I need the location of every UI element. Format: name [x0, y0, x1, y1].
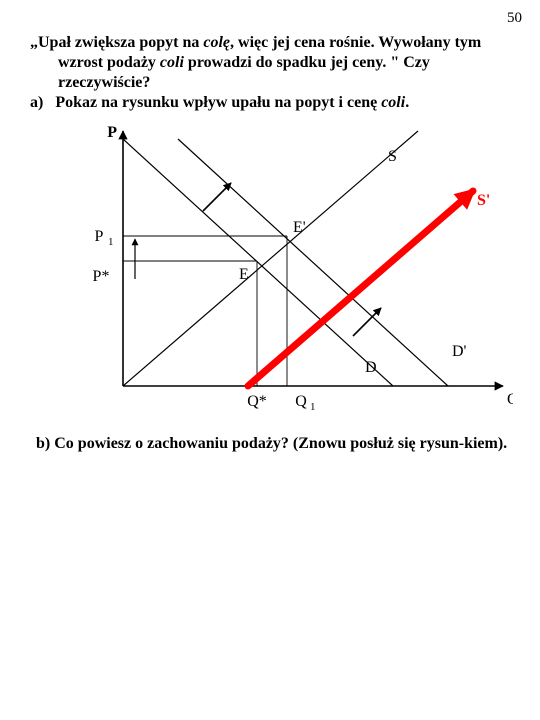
- q-it1: colę: [203, 34, 230, 51]
- svg-text:1: 1: [108, 236, 114, 248]
- svg-text:Q: Q: [295, 393, 307, 410]
- svg-text:1: 1: [310, 401, 316, 413]
- sub-a-text2: .: [405, 94, 409, 111]
- svg-text:P*: P*: [93, 268, 110, 285]
- svg-text:D': D': [452, 343, 467, 360]
- supply-demand-chart: PQSS'DD'EE'P1P*Q*Q1: [73, 121, 522, 426]
- svg-text:P: P: [95, 228, 104, 245]
- q1: „Upał zwiększa popyt na: [30, 34, 203, 51]
- q-it2: coli: [160, 54, 184, 71]
- svg-text:P: P: [107, 124, 117, 141]
- sub-a-label: a): [30, 94, 43, 111]
- sub-b-label: b): [36, 435, 50, 452]
- quote-line: „Upał zwiększa popyt na colę, więc jej c…: [18, 33, 522, 93]
- svg-text:Q: Q: [507, 391, 513, 408]
- sub-b-text: Co powiesz o zachowaniu podaży? (Znowu p…: [54, 435, 507, 452]
- svg-text:D: D: [365, 359, 377, 376]
- chart-svg: PQSS'DD'EE'P1P*Q*Q1: [73, 121, 513, 421]
- sub-question-b: b) Co powiesz o zachowaniu podaży? (Znow…: [18, 434, 522, 454]
- sub-a-text1: Pokaz na rysunku wpływ upału na popyt i …: [55, 94, 381, 111]
- page-number: 50: [18, 10, 522, 27]
- sub-a-italic: coli: [381, 94, 405, 111]
- question-text: „Upał zwiększa popyt na colę, więc jej c…: [18, 33, 522, 113]
- svg-text:E': E': [293, 219, 306, 236]
- svg-text:E: E: [239, 266, 249, 283]
- svg-text:S': S': [477, 192, 490, 209]
- svg-text:S: S: [388, 148, 397, 165]
- svg-text:Q*: Q*: [247, 393, 267, 410]
- sub-question-a: a) Pokaz na rysunku wpływ upału na popyt…: [18, 93, 522, 113]
